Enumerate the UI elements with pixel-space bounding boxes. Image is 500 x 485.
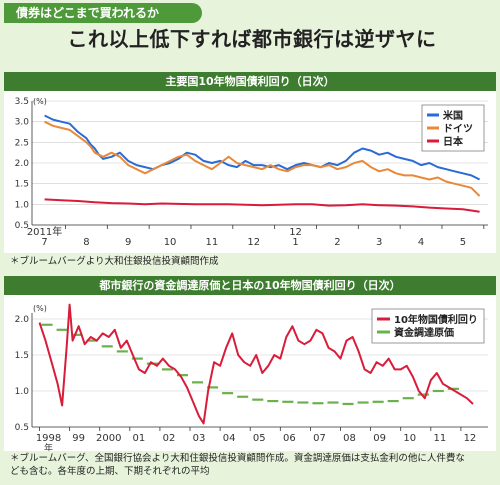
x-tick-label: 10 xyxy=(403,433,416,444)
x-tick-label: 9 xyxy=(125,237,131,248)
y-tick-label: 2.0 xyxy=(15,159,30,169)
chart1-panel: 0.5 1.0 1.5 2.0 2.5 3.0 3.5 (%) 7 8 9 10 11 12 1 2 3 4 5 20… xyxy=(4,91,496,253)
y-tick-label: 0.5 xyxy=(15,423,29,433)
x-year-label: 2011年 xyxy=(27,225,62,238)
series-line-1 xyxy=(44,120,481,197)
chart2-panel: 0.5 1.0 1.5 2.0 (%) 1998 99 2000 01 02 03 04 05 06 07 0… xyxy=(4,295,496,454)
legend-label: ドイツ xyxy=(443,123,473,135)
x-tick-label: 11 xyxy=(433,433,446,444)
x-tick-label: 4 xyxy=(418,237,424,248)
chart1-title: 主要国10年物国債利回り（日次） xyxy=(4,72,496,91)
legend-label: 米国 xyxy=(443,109,463,122)
y-tick-label: 1.0 xyxy=(15,387,30,397)
y-tick-label: 0.5 xyxy=(15,221,29,231)
x-tick-label: 04 xyxy=(223,433,236,444)
x-tick-label: 06 xyxy=(283,433,296,444)
chart2-svg: 0.5 1.0 1.5 2.0(%) 1998 99 2000 01 02 03 04 05 06 07 0… xyxy=(15,303,488,454)
y-tick-label: 1.0 xyxy=(15,200,30,210)
x-tick-label: 08 xyxy=(343,433,356,444)
y-tick-label: 2.5 xyxy=(15,138,29,148)
chart2-title: 都市銀行の資金調達原価と日本の10年物国債利回り（日次） xyxy=(4,276,496,295)
x-tick-label: 01 xyxy=(132,433,145,444)
legend-label: 日本 xyxy=(443,135,464,148)
y-unit-label: (%) xyxy=(33,97,47,106)
x-tick-label: 99 xyxy=(72,433,85,444)
legend-box xyxy=(371,308,485,344)
x-tick-label: 3 xyxy=(376,237,382,248)
x-tick-label: 05 xyxy=(253,433,266,444)
x-tick-label: 7 xyxy=(41,237,47,248)
x-tick-label: 8 xyxy=(83,237,89,248)
x-tick-label: 10 xyxy=(164,237,177,248)
x-tick-label: 1 xyxy=(292,237,298,248)
series-line-2 xyxy=(44,198,480,213)
x-tick-label: 12 xyxy=(464,433,477,444)
headline: これ以上低下すれば都市銀行は逆ザヤに xyxy=(67,27,437,51)
chart2-source-line2: ども含む。各年度の上期、下期それぞれの平均 xyxy=(10,466,210,477)
y-unit-label: (%) xyxy=(33,304,47,313)
x-tick-label: 09 xyxy=(373,433,386,444)
x-tick-label: 11 xyxy=(206,237,219,248)
y-tick-label: 3.0 xyxy=(15,118,30,128)
x-tick-label: 2000 xyxy=(96,433,121,444)
y-tick-label: 3.5 xyxy=(15,97,29,107)
chart1-source: ＊ブルームバーグより大和住銀投信投資顧問作成 xyxy=(10,256,219,267)
y-tick-label: 1.5 xyxy=(15,351,29,361)
y-tick-label: 1.5 xyxy=(15,180,29,190)
section-tag: 債券はどこまで買われるか xyxy=(4,3,202,23)
chart2-source-line1: ＊ブルームバーグ、全国銀行協会より大和住銀投信投資顧問作成。資金調達原価は支払金… xyxy=(10,453,465,464)
series-line-0 xyxy=(44,114,481,181)
x-tick-label: 02 xyxy=(163,433,176,444)
series-line-jgb xyxy=(38,303,474,425)
x-year-suffix: 年 xyxy=(44,442,53,451)
x-tick-label: 03 xyxy=(193,433,206,444)
legend-label: 資金調達原価 xyxy=(394,326,454,339)
legend-label: 10年物国債利回り xyxy=(394,313,478,326)
x-tick-label: 12 xyxy=(247,237,260,248)
y-tick-label: 2.0 xyxy=(15,315,30,325)
x-tick-label: 07 xyxy=(313,433,326,444)
x-tick-label: 5 xyxy=(460,237,466,248)
x-year-label: 12 xyxy=(289,227,302,238)
x-tick-label: 1998 xyxy=(36,433,61,444)
chart1-svg: 0.51.01.52.02.53.03.5 (%)7 8 9 10 11 12 1 2 3 4 520… xyxy=(15,97,488,248)
x-tick-label: 2 xyxy=(334,237,340,248)
